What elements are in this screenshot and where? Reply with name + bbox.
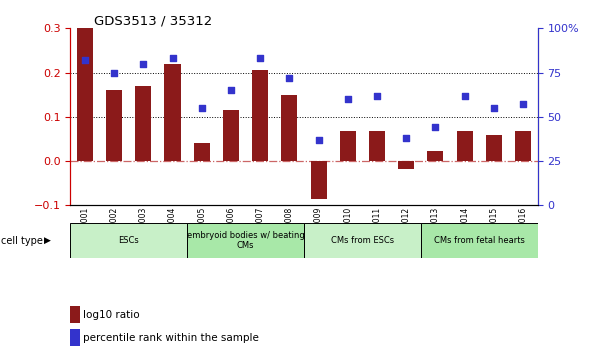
Text: ESCs: ESCs bbox=[119, 236, 139, 245]
Text: CMs from ESCs: CMs from ESCs bbox=[331, 236, 394, 245]
Bar bbox=[187, 223, 304, 258]
Point bbox=[80, 57, 90, 63]
Bar bbox=[486, 135, 502, 161]
Bar bbox=[310, 161, 327, 199]
Point bbox=[226, 87, 236, 93]
Point bbox=[372, 93, 382, 98]
Point bbox=[343, 96, 353, 102]
Bar bbox=[194, 143, 210, 161]
Point bbox=[459, 93, 469, 98]
Bar bbox=[281, 95, 298, 161]
Point bbox=[197, 105, 207, 111]
Bar bbox=[70, 306, 80, 323]
Bar bbox=[369, 131, 385, 161]
Text: log10 ratio: log10 ratio bbox=[83, 310, 139, 320]
Bar bbox=[515, 131, 531, 161]
Point bbox=[139, 61, 148, 67]
Point bbox=[109, 70, 119, 75]
Bar bbox=[135, 86, 152, 161]
Text: GDS3513 / 35312: GDS3513 / 35312 bbox=[93, 14, 212, 27]
Text: embryoid bodies w/ beating
CMs: embryoid bodies w/ beating CMs bbox=[187, 231, 304, 250]
Bar bbox=[456, 131, 473, 161]
Point bbox=[313, 137, 323, 143]
Text: CMs from fetal hearts: CMs from fetal hearts bbox=[434, 236, 525, 245]
Point bbox=[255, 56, 265, 61]
Bar bbox=[164, 64, 180, 161]
Point bbox=[167, 56, 177, 61]
Point bbox=[431, 125, 441, 130]
Bar bbox=[252, 70, 268, 161]
Bar bbox=[77, 28, 93, 161]
Bar bbox=[398, 161, 414, 169]
Bar bbox=[223, 110, 239, 161]
Point bbox=[489, 105, 499, 111]
Point bbox=[285, 75, 295, 81]
Bar bbox=[70, 329, 80, 347]
Bar bbox=[340, 131, 356, 161]
Bar bbox=[428, 152, 444, 161]
Text: cell type: cell type bbox=[1, 236, 43, 246]
Bar bbox=[304, 223, 421, 258]
Bar bbox=[70, 223, 187, 258]
Bar bbox=[106, 90, 122, 161]
Point bbox=[518, 102, 528, 107]
Bar bbox=[421, 223, 538, 258]
Text: percentile rank within the sample: percentile rank within the sample bbox=[83, 333, 259, 343]
Text: ▶: ▶ bbox=[44, 236, 51, 245]
Point bbox=[401, 135, 411, 141]
